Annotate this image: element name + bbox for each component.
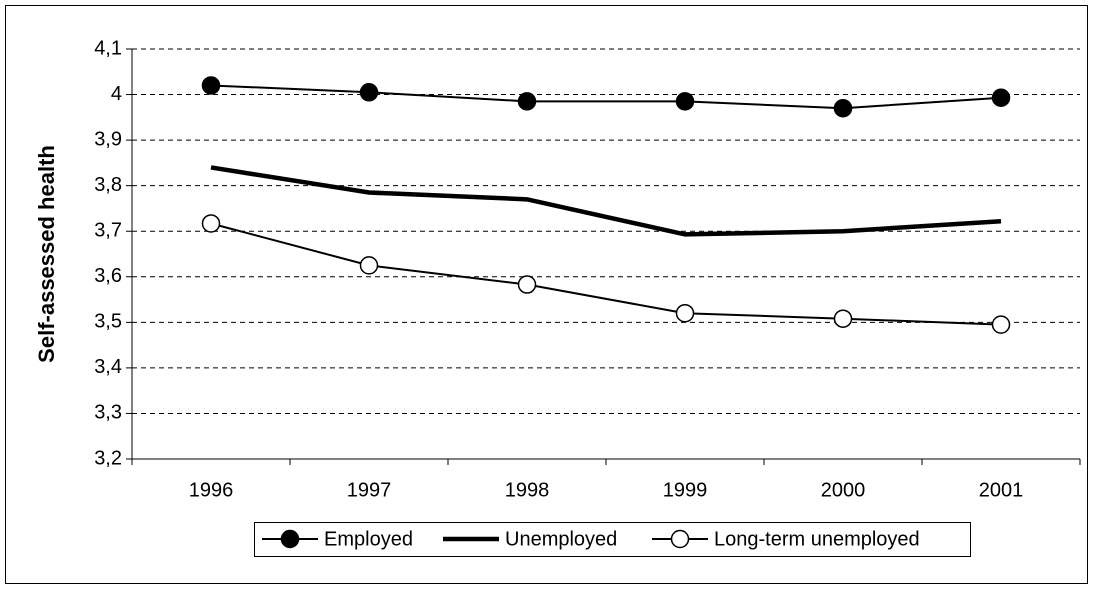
y-axis-label: Self-assessed health [34, 145, 59, 363]
point [675, 303, 695, 323]
legend-box [254, 522, 971, 557]
point [517, 92, 537, 111]
point [675, 92, 695, 111]
x-tick-label: 2001 [979, 479, 1024, 501]
y-tick-label: 4,1 [94, 37, 122, 59]
point [991, 88, 1011, 107]
y-tick-label: 3,3 [94, 402, 122, 424]
point [359, 256, 379, 275]
legend-marker [280, 529, 300, 549]
legend-marker [670, 529, 690, 549]
y-tick-label: 3,6 [94, 265, 122, 287]
legend-label: Long-term unemployed [714, 528, 920, 550]
y-tick-label: 3,5 [94, 311, 122, 333]
point [833, 309, 853, 328]
y-tick-label: 3,2 [94, 447, 122, 469]
point [991, 315, 1011, 334]
series-line [210, 165, 1002, 237]
y-tick-label: 3,8 [94, 174, 122, 196]
x-tick-label: 2000 [821, 479, 866, 501]
point [833, 98, 853, 118]
x-tick-label: 1998 [505, 479, 550, 501]
series-line [210, 84, 1002, 110]
x-tick-label: 1997 [347, 479, 392, 501]
x-tick-label: 1999 [663, 479, 708, 501]
point [359, 83, 379, 102]
y-tick-label: 4 [111, 83, 122, 105]
series-line [210, 222, 1002, 326]
point [201, 76, 221, 95]
x-tick-label: 1996 [189, 479, 234, 501]
y-tick-label: 3,7 [94, 220, 122, 242]
legend-label: Employed [324, 528, 413, 550]
point [201, 214, 221, 233]
point [517, 275, 537, 294]
y-tick-label: 3,9 [94, 128, 122, 150]
y-tick-label: 3,4 [94, 356, 122, 378]
legend-label: Unemployed [505, 528, 617, 550]
